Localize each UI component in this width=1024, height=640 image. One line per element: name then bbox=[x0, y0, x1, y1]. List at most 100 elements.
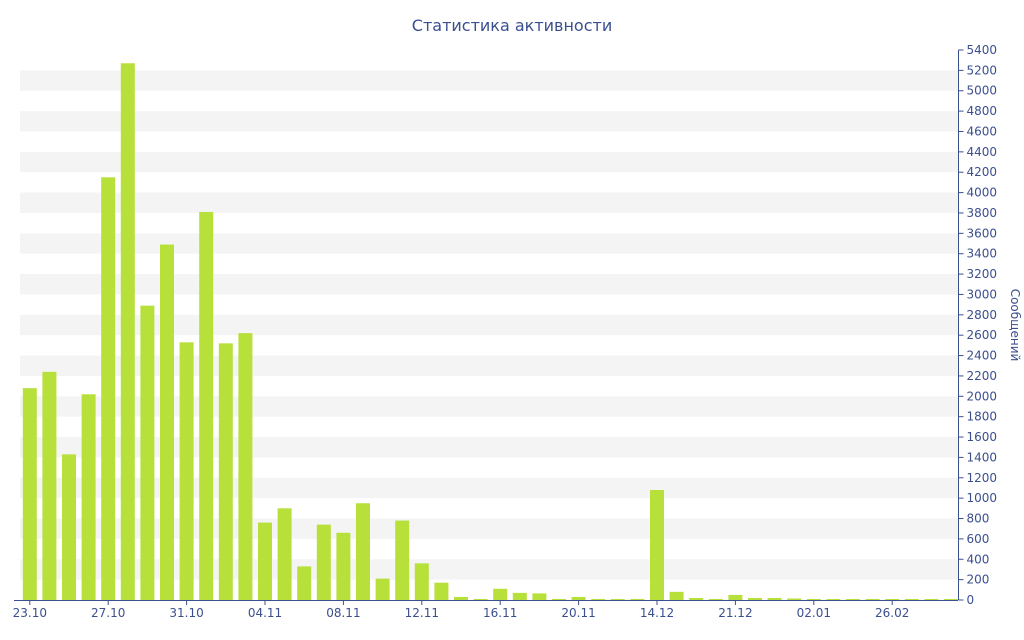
y-tick-label: 1400 bbox=[967, 450, 998, 464]
grid-band bbox=[20, 355, 958, 376]
y-tick-label: 1600 bbox=[967, 430, 998, 444]
bar bbox=[375, 578, 390, 600]
y-axis-label: Сообщений bbox=[1008, 289, 1022, 362]
bar bbox=[297, 566, 312, 600]
bar bbox=[277, 508, 292, 600]
y-tick-label: 4000 bbox=[967, 186, 998, 200]
y-tick-label: 4800 bbox=[967, 104, 998, 118]
x-tick-label: 26.02 bbox=[875, 606, 909, 620]
bar bbox=[787, 598, 802, 600]
bar bbox=[689, 597, 704, 600]
bar bbox=[395, 520, 410, 600]
bar bbox=[258, 522, 272, 600]
bar bbox=[356, 503, 370, 600]
x-tick-label: 14.12 bbox=[640, 606, 674, 620]
bar bbox=[904, 599, 919, 600]
x-tick-label: 04.11 bbox=[248, 606, 282, 620]
bar bbox=[199, 211, 214, 600]
bar bbox=[434, 582, 449, 600]
y-tick-label: 5400 bbox=[967, 43, 998, 57]
y-tick-label: 3000 bbox=[967, 287, 998, 301]
y-tick-label: 2600 bbox=[967, 328, 998, 342]
y-tick-label: 400 bbox=[967, 552, 990, 566]
y-tick-label: 2800 bbox=[967, 308, 998, 322]
bar bbox=[414, 563, 429, 600]
bar bbox=[767, 597, 782, 600]
y-axis: 0 200 400 600 800 1000 1200 1400 1600 1800 2000 220… bbox=[958, 43, 998, 607]
bar bbox=[81, 394, 96, 600]
bar bbox=[62, 454, 76, 600]
y-tick-label: 3400 bbox=[967, 247, 998, 261]
y-tick-label: 200 bbox=[967, 573, 990, 587]
grid-band bbox=[20, 274, 958, 295]
y-tick-label: 2200 bbox=[967, 369, 998, 383]
bar bbox=[101, 177, 116, 600]
y-tick-label: 3600 bbox=[967, 226, 998, 240]
bar bbox=[846, 599, 860, 600]
bar bbox=[610, 599, 625, 600]
bars-group bbox=[22, 63, 958, 601]
bar bbox=[944, 599, 958, 600]
bar bbox=[571, 596, 586, 600]
grid-band bbox=[20, 559, 958, 580]
y-tick-label: 4600 bbox=[967, 124, 998, 138]
x-tick-label: 31.10 bbox=[169, 606, 203, 620]
y-tick-label: 1000 bbox=[967, 491, 998, 505]
grid-band bbox=[20, 111, 958, 132]
grid-band bbox=[20, 437, 958, 458]
x-tick-label: 16.11 bbox=[483, 606, 517, 620]
chart-title: Статистика активности bbox=[412, 16, 612, 35]
y-tick-label: 800 bbox=[967, 512, 990, 526]
bar bbox=[885, 599, 900, 600]
bar bbox=[748, 597, 762, 600]
y-tick-label: 2400 bbox=[967, 349, 998, 363]
bar bbox=[473, 598, 488, 600]
y-tick-label: 1800 bbox=[967, 410, 998, 424]
grid-bands bbox=[20, 70, 958, 580]
grid-band bbox=[20, 70, 958, 91]
grid-band bbox=[20, 396, 958, 417]
bar bbox=[336, 532, 351, 600]
bar bbox=[179, 342, 194, 600]
x-tick-label: 12.11 bbox=[405, 606, 439, 620]
x-tick-label: 08.11 bbox=[326, 606, 360, 620]
bar bbox=[22, 388, 37, 600]
y-tick-label: 1200 bbox=[967, 471, 998, 485]
bar bbox=[532, 593, 547, 600]
bar bbox=[865, 599, 880, 600]
bar bbox=[218, 343, 233, 600]
bar bbox=[669, 591, 684, 600]
y-tick-label: 4200 bbox=[967, 165, 998, 179]
grid-band bbox=[20, 518, 958, 539]
y-tick-label: 3200 bbox=[967, 267, 998, 281]
x-tick-label: 27.10 bbox=[91, 606, 125, 620]
bar bbox=[454, 596, 468, 600]
x-tick-label: 20.11 bbox=[561, 606, 595, 620]
bar bbox=[140, 305, 155, 600]
x-tick-label: 21.12 bbox=[718, 606, 752, 620]
bar bbox=[238, 333, 253, 600]
bar bbox=[806, 598, 821, 600]
bar bbox=[493, 588, 508, 600]
grid-band bbox=[20, 151, 958, 173]
grid-band bbox=[20, 477, 958, 499]
y-tick-label: 2000 bbox=[967, 389, 998, 403]
bar bbox=[591, 598, 606, 600]
bar bbox=[512, 592, 527, 600]
bar bbox=[316, 524, 331, 600]
x-tick-label: 02.01 bbox=[797, 606, 831, 620]
bar bbox=[42, 371, 57, 600]
bar bbox=[120, 63, 135, 601]
bar bbox=[552, 598, 566, 600]
y-tick-label: 600 bbox=[967, 532, 990, 546]
bar bbox=[630, 598, 645, 600]
y-tick-label: 5000 bbox=[967, 84, 998, 98]
y-tick-label: 5200 bbox=[967, 63, 998, 77]
grid-band bbox=[20, 233, 958, 254]
y-tick-label: 4400 bbox=[967, 145, 998, 159]
y-tick-label: 0 bbox=[967, 593, 975, 607]
x-tick-label: 23.10 bbox=[13, 606, 47, 620]
grid-band bbox=[20, 314, 958, 336]
